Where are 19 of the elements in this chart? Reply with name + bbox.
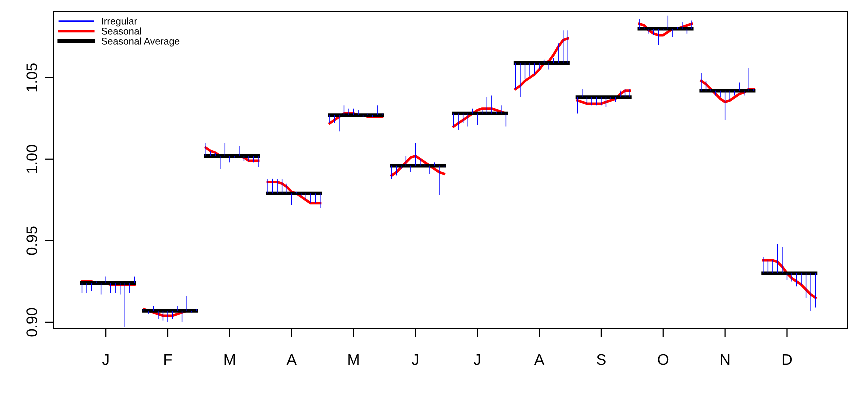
x-tick-label: S: [597, 354, 606, 366]
x-tick-label: J: [474, 354, 480, 366]
x-tick-label: J: [102, 354, 109, 366]
x-tick-label: F: [164, 354, 172, 366]
x-tick-label: A: [534, 354, 545, 366]
legend-label: Seasonal Average: [102, 38, 180, 47]
y-tick-label: 0.90: [26, 308, 38, 337]
x-tick-label: D: [782, 354, 792, 366]
x-tick-label: N: [721, 354, 730, 366]
x-tick-label: J: [412, 354, 418, 366]
x-tick-label: A: [286, 354, 297, 366]
x-tick-label: M: [224, 354, 236, 366]
y-tick-label: 1.05: [26, 64, 38, 92]
y-tick-label: 1.00: [26, 145, 38, 174]
x-tick-label: O: [658, 354, 669, 366]
legend-label: Irregular: [102, 18, 138, 27]
x-tick-label: M: [348, 354, 359, 366]
y-tick-label: 0.95: [26, 226, 38, 256]
legend-label: Seasonal: [102, 28, 142, 35]
